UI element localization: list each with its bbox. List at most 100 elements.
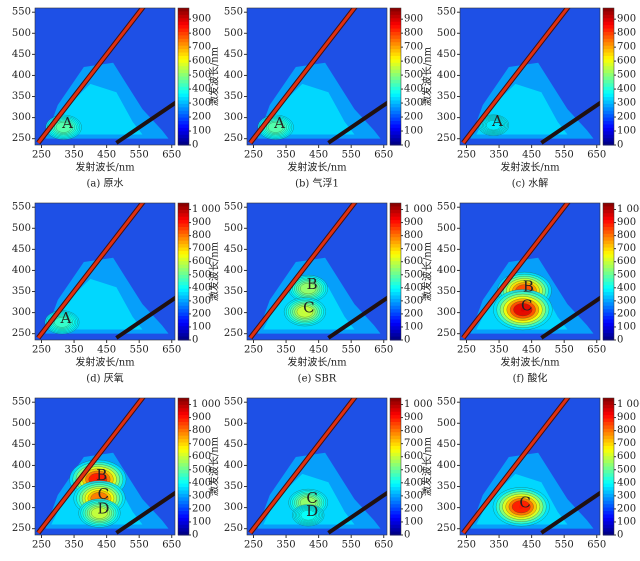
colorbar-tick-label: 0 [192, 530, 198, 541]
colorbar-segment [390, 319, 401, 324]
rayleigh-scatter [37, 203, 145, 339]
colorbar-segment [603, 302, 614, 307]
colorbar-segment [390, 401, 401, 406]
colorbar-segment [603, 531, 614, 536]
colorbar-segment [178, 336, 189, 341]
colorbar-segment [390, 250, 401, 255]
colorbar-segment [603, 203, 614, 207]
y-tick-label: 250 [12, 523, 31, 534]
colorbar-segment [603, 333, 614, 338]
x-tick-label: 550 [130, 345, 149, 356]
y-tick-label: 450 [437, 244, 456, 255]
colorbar-segment [603, 240, 614, 245]
colorbar-segment [178, 292, 189, 296]
y-axis-label: 激发波长/nm [421, 241, 434, 301]
y-tick-label: 550 [437, 397, 456, 408]
y-tick-label: 300 [224, 307, 243, 318]
colorbar-segment [178, 28, 189, 33]
rayleigh-scatter [249, 8, 357, 144]
colorbar-segment [390, 473, 401, 478]
y-tick-label: 250 [437, 133, 456, 144]
colorbar-tick-label: 800 [617, 28, 636, 39]
colorbar-tick-label: 1 000 [404, 399, 433, 410]
colorbar-segment [603, 117, 614, 122]
colorbar-segment [390, 11, 401, 16]
colorbar-segment [603, 55, 614, 60]
x-tick-label: 250 [457, 540, 476, 551]
y-tick-label: 350 [224, 91, 243, 102]
colorbar-frame [389, 202, 402, 341]
plot-frame [246, 202, 388, 341]
colorbar-segment [390, 52, 401, 57]
colorbar-segment [390, 216, 401, 221]
colorbar-segment [390, 83, 401, 88]
x-tick-label: 550 [555, 345, 574, 356]
colorbar-segment [390, 127, 401, 132]
colorbar-frame [602, 202, 615, 341]
plot-frame [459, 202, 601, 341]
x-tick-label: 250 [32, 540, 51, 551]
x-axis-label: 发射波长/nm [287, 161, 347, 174]
colorbar-segment [390, 278, 401, 283]
colorbar-frame [602, 397, 615, 536]
colorbar-segment [390, 97, 401, 101]
colorbar-segment [603, 309, 614, 314]
colorbar-segment [603, 281, 614, 286]
x-tick-label: 650 [162, 540, 181, 551]
colorbar-segment [178, 531, 189, 536]
colorbar-segment [178, 83, 189, 88]
y-tick-label: 500 [437, 223, 456, 234]
colorbar-segment [390, 110, 401, 115]
colorbar-tick-label: 600 [404, 451, 423, 462]
colorbar-segment [390, 490, 401, 495]
colorbar-segment [178, 504, 189, 509]
colorbar-segment [178, 220, 189, 225]
colorbar-segment [390, 107, 401, 112]
y-tick-label: 550 [224, 202, 243, 213]
y-tick-label: 550 [224, 397, 243, 408]
colorbar-segment [603, 411, 614, 416]
colorbar-segment [178, 487, 189, 491]
colorbar-tick-label: 800 [404, 230, 423, 241]
colorbar-frame [389, 7, 402, 146]
y-tick-label: 450 [12, 49, 31, 60]
colorbar-segment [390, 103, 401, 108]
colorbar-segment [603, 18, 614, 23]
plot [460, 398, 600, 535]
colorbar-segment [390, 425, 401, 430]
x-tick-label: 550 [555, 540, 574, 551]
colorbar-tick-label: 600 [192, 451, 211, 462]
colorbar-tick-label: 800 [404, 28, 423, 39]
colorbar-tick-label: 600 [617, 256, 636, 267]
y-tick-label: 500 [224, 223, 243, 234]
colorbar-segment [603, 107, 614, 112]
second-order-scatter [115, 490, 175, 535]
colorbar-segment [390, 25, 401, 30]
colorbar-tick-label: 900 [192, 14, 211, 25]
y-tick-label: 500 [12, 223, 31, 234]
colorbar-segment [603, 295, 614, 300]
colorbar-segment [603, 62, 614, 67]
colorbar-tick-label: 500 [404, 269, 423, 280]
y-tick-label: 300 [224, 112, 243, 123]
colorbar-segment [603, 521, 614, 526]
colorbar-tick-label: 1 000 [404, 204, 433, 215]
colorbar-segment [603, 21, 614, 26]
colorbar-tick-label: 800 [192, 425, 211, 436]
peak-label: D [306, 502, 318, 520]
colorbar-segment [603, 124, 614, 129]
y-axis-label: 激发波长/nm [421, 436, 434, 496]
colorbar-segment [178, 309, 189, 314]
colorbar-segment [390, 220, 401, 225]
y-tick-label: 550 [437, 7, 456, 18]
colorbar-segment [178, 86, 189, 91]
colorbar-segment [178, 490, 189, 495]
colorbar-tick-label: 400 [617, 477, 636, 488]
colorbar-segment [603, 114, 614, 119]
colorbar-segment [390, 79, 401, 84]
colorbar-tick-label: 200 [404, 112, 423, 123]
colorbar-tick-label: 100 [617, 321, 636, 332]
x-tick-label: 650 [587, 540, 606, 551]
colorbar-segment [390, 203, 401, 207]
colorbar-segment [390, 49, 401, 54]
